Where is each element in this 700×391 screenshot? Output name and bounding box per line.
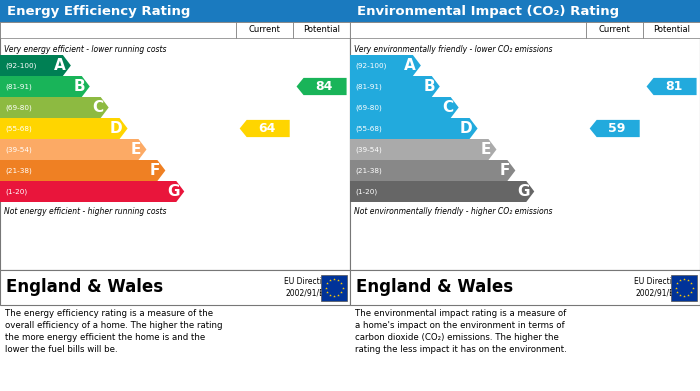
Text: E: E [481,142,491,157]
Text: (39-54): (39-54) [355,146,382,153]
Text: The energy efficiency rating is a measure of the
overall efficiency of a home. T: The energy efficiency rating is a measur… [5,309,223,355]
Text: (92-100): (92-100) [5,62,36,69]
Bar [587,22,643,38]
Polygon shape [0,97,108,118]
Bar [0,22,350,270]
Text: Very energy efficient - lower running costs: Very energy efficient - lower running co… [4,45,167,54]
Text: EU Directive
2002/91/EC: EU Directive 2002/91/EC [634,277,682,298]
Text: Energy Efficiency Rating: Energy Efficiency Rating [7,5,190,18]
Text: C: C [92,100,104,115]
Text: (69-80): (69-80) [5,104,32,111]
Text: A: A [54,58,66,73]
Polygon shape [0,160,165,181]
Text: Not energy efficient - higher running costs: Not energy efficient - higher running co… [4,206,167,215]
Polygon shape [350,118,477,139]
Text: 64: 64 [258,122,275,135]
Polygon shape [350,181,534,202]
Bar [350,0,700,22]
Text: (69-80): (69-80) [355,104,382,111]
Bar [350,22,700,270]
Text: 84: 84 [315,80,332,93]
Text: England & Wales: England & Wales [6,278,163,296]
Text: 59: 59 [608,122,625,135]
Text: (81-91): (81-91) [5,83,32,90]
Text: G: G [167,184,179,199]
Text: EU Directive
2002/91/EC: EU Directive 2002/91/EC [284,277,332,298]
Text: The environmental impact rating is a measure of
a home's impact on the environme: The environmental impact rating is a mea… [355,309,567,355]
Text: G: G [517,184,529,199]
Polygon shape [350,97,458,118]
Text: F: F [150,163,160,178]
Bar [0,22,237,38]
Bar [350,22,587,38]
Polygon shape [0,118,127,139]
Polygon shape [350,139,496,160]
Text: B: B [74,79,85,94]
Text: (39-54): (39-54) [5,146,32,153]
Polygon shape [647,78,696,95]
Text: 81: 81 [665,80,682,93]
Polygon shape [239,120,290,137]
Text: Potential: Potential [303,25,340,34]
Text: Environmental Impact (CO₂) Rating: Environmental Impact (CO₂) Rating [357,5,619,18]
Text: (21-38): (21-38) [5,167,32,174]
Text: (21-38): (21-38) [355,167,382,174]
Text: B: B [423,79,435,94]
Polygon shape [0,181,184,202]
Text: E: E [131,142,141,157]
Polygon shape [0,76,90,97]
Polygon shape [350,76,440,97]
Text: Current: Current [248,25,281,34]
Text: (81-91): (81-91) [355,83,382,90]
Polygon shape [350,55,421,76]
Polygon shape [297,78,346,95]
Text: Not environmentally friendly - higher CO₂ emissions: Not environmentally friendly - higher CO… [354,206,552,215]
Polygon shape [589,120,640,137]
Text: (55-68): (55-68) [5,125,32,132]
Bar [350,270,700,305]
Polygon shape [0,55,71,76]
Text: C: C [442,100,454,115]
Bar [237,22,293,38]
Text: (1-20): (1-20) [355,188,377,195]
Text: Potential: Potential [653,25,690,34]
Text: (55-68): (55-68) [355,125,382,132]
Bar [0,0,350,22]
Text: A: A [404,58,416,73]
Bar [671,274,697,301]
Polygon shape [0,139,146,160]
Bar [321,274,347,301]
Bar [643,22,700,38]
Text: Very environmentally friendly - lower CO₂ emissions: Very environmentally friendly - lower CO… [354,45,552,54]
Text: (92-100): (92-100) [355,62,386,69]
Text: (1-20): (1-20) [5,188,27,195]
Polygon shape [350,160,515,181]
Bar [293,22,350,38]
Text: D: D [110,121,122,136]
Text: D: D [460,121,473,136]
Text: England & Wales: England & Wales [356,278,513,296]
Text: F: F [500,163,510,178]
Text: Current: Current [598,25,631,34]
Bar [0,270,350,305]
